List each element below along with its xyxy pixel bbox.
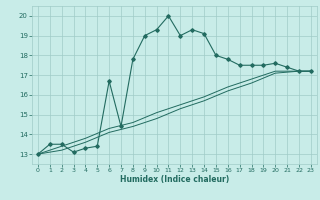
X-axis label: Humidex (Indice chaleur): Humidex (Indice chaleur) [120, 175, 229, 184]
